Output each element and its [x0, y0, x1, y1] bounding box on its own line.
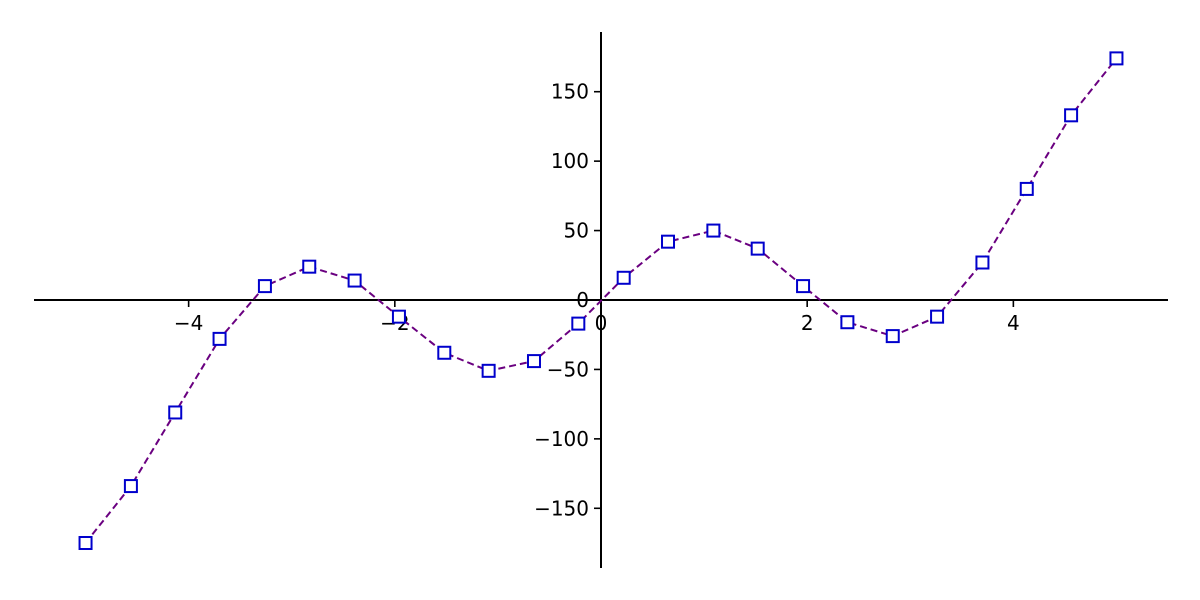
x-tick-label: 2 [801, 311, 814, 335]
data-point [616, 270, 631, 285]
y-tick-label: 0 [576, 288, 589, 312]
data-point [661, 234, 676, 249]
data-point [481, 363, 496, 378]
data-point [571, 316, 586, 331]
data-point [168, 405, 183, 420]
data-point [885, 329, 900, 344]
data-point [302, 259, 317, 274]
data-point [796, 279, 811, 294]
y-tick-label: −100 [534, 427, 589, 451]
series-line [84, 57, 1118, 544]
y-tick-label: 100 [551, 149, 589, 173]
data-point [750, 241, 765, 256]
data-point [1109, 51, 1124, 66]
data-point [257, 279, 272, 294]
y-tick-label: −50 [547, 357, 589, 381]
data-point [975, 255, 990, 270]
data-point [437, 345, 452, 360]
data-point [930, 309, 945, 324]
data-point [212, 331, 227, 346]
data-point [526, 354, 541, 369]
y-tick-label: 150 [551, 80, 589, 104]
data-point [706, 223, 721, 238]
data-point [840, 315, 855, 330]
data-point [1064, 108, 1079, 123]
y-tick-label: −150 [534, 496, 589, 520]
data-point [391, 309, 406, 324]
data-point [347, 273, 362, 288]
data-point [1019, 181, 1034, 196]
data-point [78, 536, 93, 551]
x-tick-label: −4 [174, 311, 203, 335]
y-tick-label: 50 [564, 219, 589, 243]
x-tick-label: 0 [595, 311, 608, 335]
data-point [123, 479, 138, 494]
data-series [78, 51, 1124, 551]
x-tick-label: 4 [1007, 311, 1020, 335]
